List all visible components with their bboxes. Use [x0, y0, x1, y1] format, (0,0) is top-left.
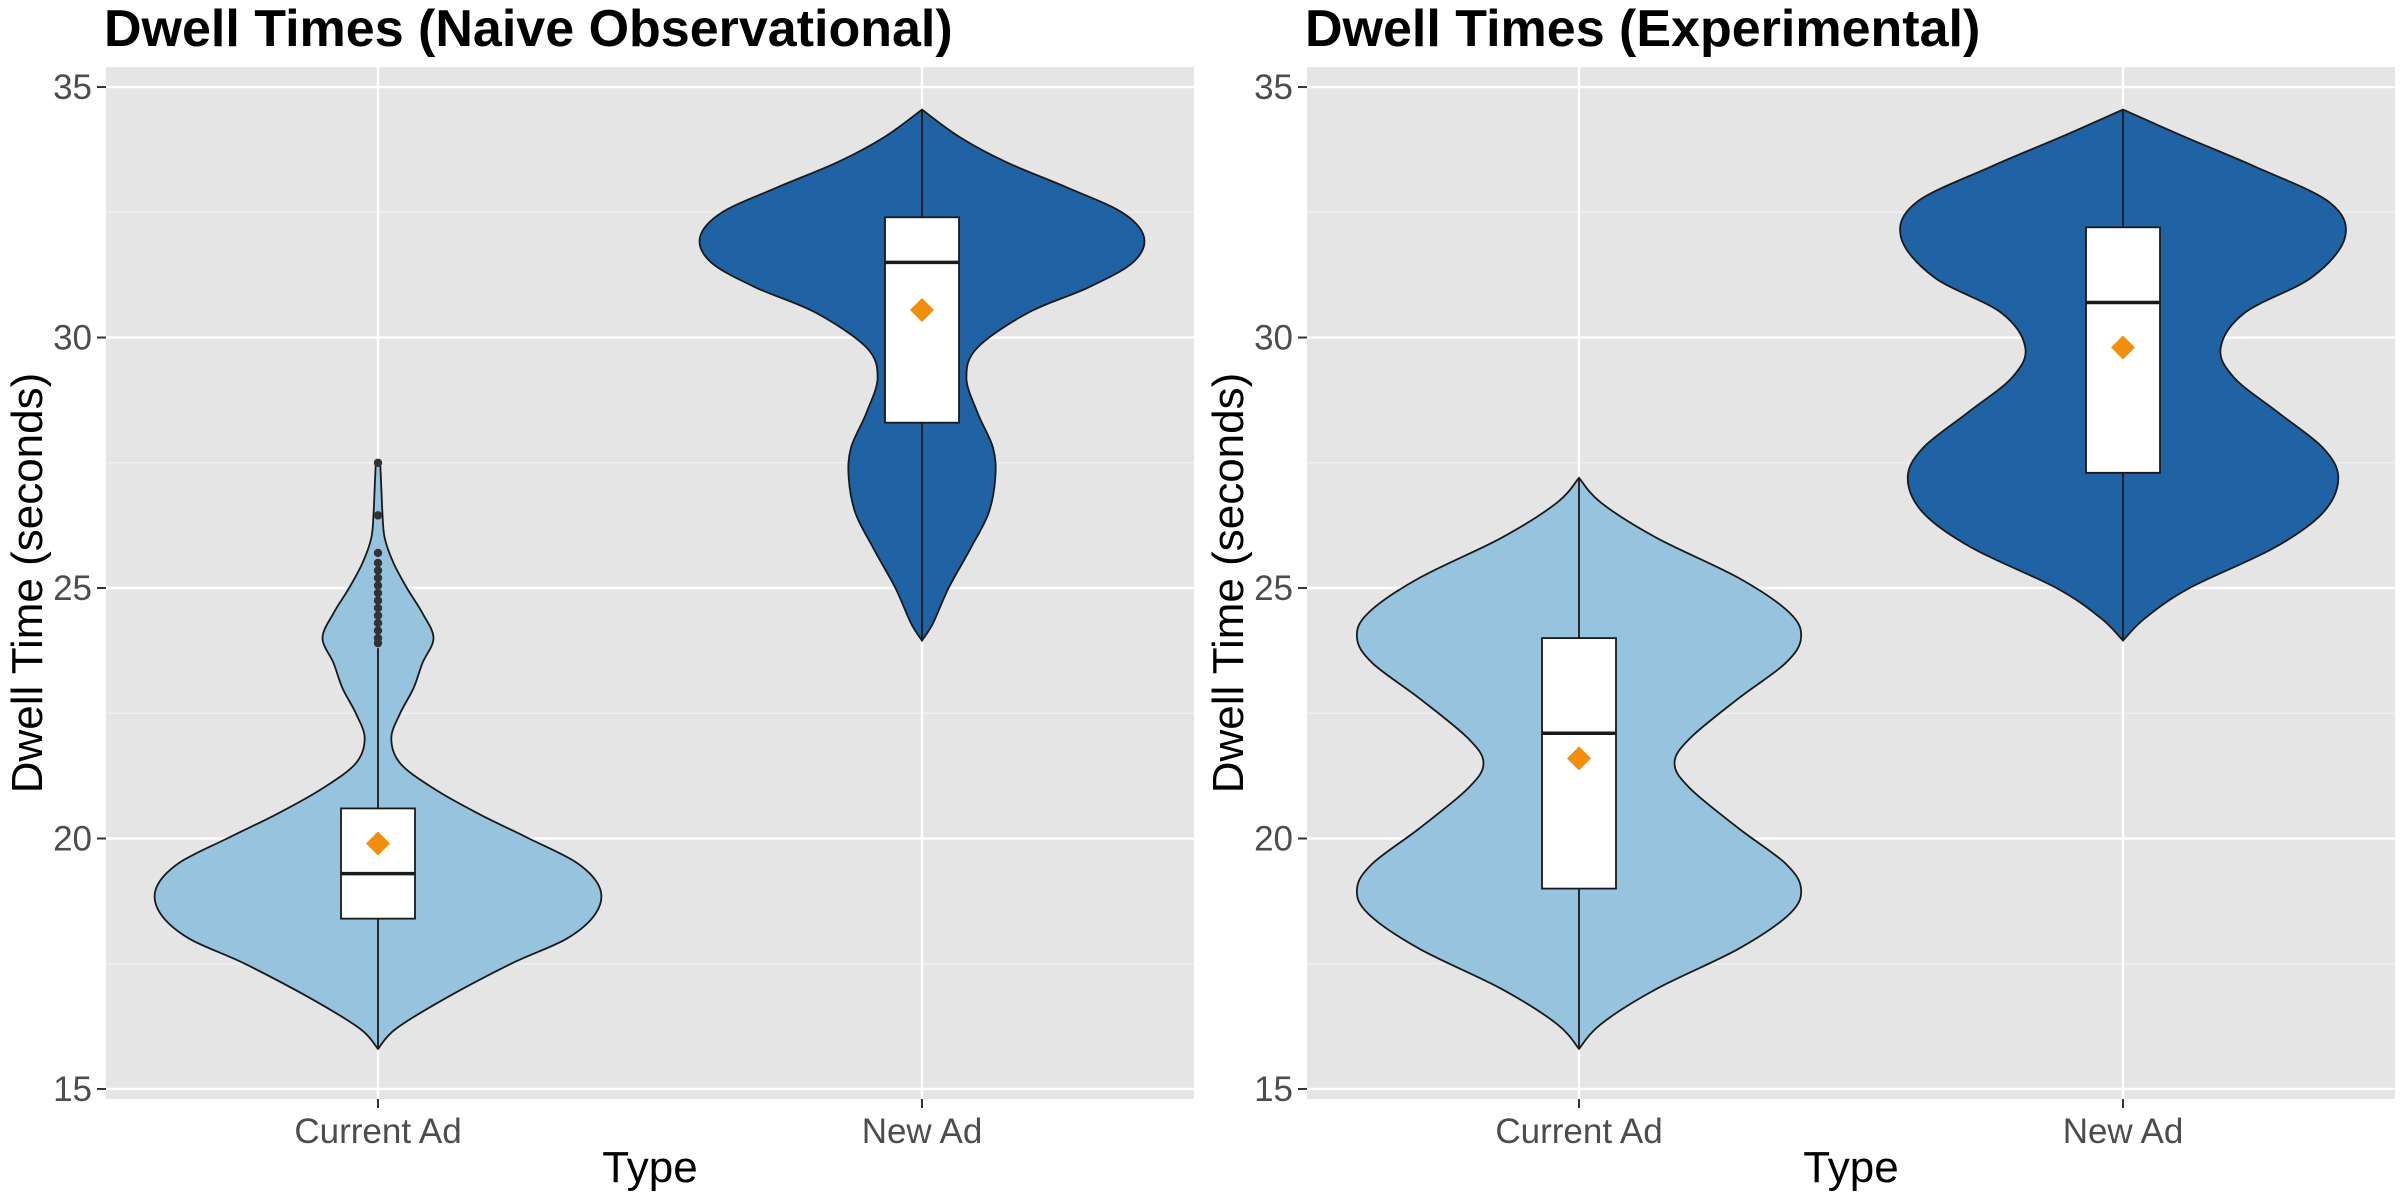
x-tick-label: New Ad — [862, 1112, 983, 1151]
outlier-point — [373, 611, 383, 620]
mean-marker — [2111, 335, 2135, 360]
chart-panel-naive-observational: Dwell Times (Naive Observational) 15 20 25… — [3, 0, 1194, 1192]
outlier-point — [373, 603, 383, 613]
chart-panel-experimental: Dwell Times (Experimental) 15 20 25 30 35 Cu… — [1204, 0, 2395, 1192]
y-tick-label: 35 — [53, 68, 92, 107]
x-tick-label: New Ad — [2063, 1112, 2184, 1151]
outlier-point — [373, 618, 383, 628]
mean-marker — [366, 831, 390, 856]
violins — [1355, 108, 2347, 1051]
outlier-point — [373, 626, 383, 635]
mean-marker — [1567, 746, 1591, 771]
y-tick-label: 20 — [1254, 819, 1293, 858]
mean-marker — [910, 297, 934, 322]
y-axis-label: Dwell Time (seconds) — [1204, 373, 1253, 794]
outlier-point — [373, 566, 383, 575]
outlier-point — [373, 573, 383, 583]
outlier-point — [373, 511, 383, 520]
outlier-point — [373, 558, 383, 568]
outlier-point — [373, 548, 383, 558]
y-tick-label: 15 — [53, 1070, 92, 1109]
x-tick-label: Current Ad — [294, 1112, 461, 1151]
y-tick-label: 35 — [1254, 68, 1293, 107]
x-axis-label: Type — [602, 1143, 697, 1192]
x-axis-ticks: Current Ad New Ad — [294, 1099, 982, 1151]
y-tick-label: 30 — [53, 319, 92, 358]
outlier-point — [373, 633, 383, 643]
y-tick-label: 25 — [53, 569, 92, 608]
y-tick-label: 25 — [1254, 569, 1293, 608]
y-tick-label: 20 — [53, 819, 92, 858]
outlier-point — [373, 458, 383, 467]
y-tick-label: 30 — [1254, 319, 1293, 358]
violins — [153, 108, 1146, 1051]
box-iqr — [340, 807, 416, 920]
chart-title: Dwell Times (Experimental) — [1305, 0, 1980, 58]
x-axis-ticks: Current Ad New Ad — [1495, 1099, 2183, 1151]
y-axis-ticks: 15 20 25 30 35 — [53, 68, 106, 1109]
y-tick-label: 15 — [1254, 1070, 1293, 1109]
outlier-point — [373, 596, 383, 605]
chart-title: Dwell Times (Naive Observational) — [104, 0, 953, 58]
y-axis-label: Dwell Time (seconds) — [3, 373, 52, 794]
outlier-point — [373, 588, 383, 598]
x-axis-label: Type — [1803, 1143, 1898, 1192]
y-axis-ticks: 15 20 25 30 35 — [1254, 68, 1307, 1109]
outlier-point — [373, 581, 383, 590]
x-tick-label: Current Ad — [1495, 1112, 1662, 1151]
box-iqr — [2085, 226, 2161, 474]
